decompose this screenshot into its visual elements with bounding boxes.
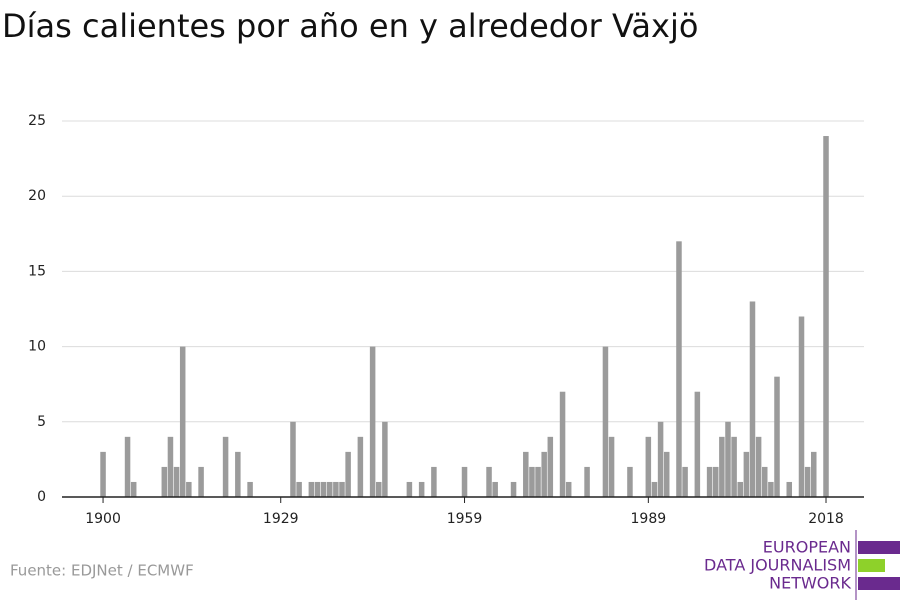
bar (247, 481, 253, 497)
bar (124, 436, 131, 497)
bar (186, 481, 192, 497)
bar (547, 436, 554, 497)
bar (712, 466, 719, 497)
logo-bar (858, 559, 885, 572)
bar (682, 466, 688, 497)
x-tick-label: 1959 (447, 511, 483, 527)
bar (308, 481, 315, 497)
y-tick-label: 10 (28, 339, 46, 355)
bar (786, 481, 793, 497)
bar (731, 436, 737, 497)
bar (811, 451, 817, 497)
bar (651, 481, 658, 497)
bar (663, 451, 670, 497)
bar (369, 346, 376, 497)
logo-bar (858, 577, 900, 590)
logo-text: NETWORK (769, 574, 851, 593)
y-tick-label: 5 (37, 414, 46, 430)
bar (179, 346, 186, 497)
bar (657, 421, 664, 497)
bar (645, 436, 652, 497)
bar (100, 451, 106, 497)
bar (486, 466, 492, 497)
bar (345, 451, 351, 497)
bar (461, 466, 468, 497)
bar (706, 466, 713, 497)
x-tick-label: 1929 (263, 511, 299, 527)
chart-title: Días calientes por año en y alrededor Vä… (2, 7, 698, 45)
bar (320, 481, 327, 497)
bar (333, 481, 339, 497)
bar (823, 136, 829, 498)
bar (290, 421, 296, 497)
bar (743, 451, 750, 497)
bar (382, 421, 388, 497)
bar (523, 451, 529, 497)
logo-text: EUROPEAN (763, 538, 851, 557)
bar (529, 466, 535, 497)
bar (602, 346, 609, 497)
bar (406, 481, 413, 497)
bar (173, 466, 180, 497)
logo-bar (858, 541, 900, 554)
bar (608, 436, 615, 497)
bar (755, 436, 762, 497)
bar (774, 376, 780, 497)
bar (804, 466, 811, 497)
bar (161, 466, 168, 497)
bar (768, 481, 774, 497)
bar (694, 391, 701, 497)
bar (357, 436, 364, 497)
bar (222, 436, 229, 497)
logo-text: DATA JOURNALISM (704, 556, 851, 575)
bar (761, 466, 768, 497)
bar (676, 241, 682, 497)
bar (418, 481, 425, 497)
bar (565, 481, 572, 497)
bar (559, 391, 566, 497)
bar (492, 481, 498, 497)
bar (541, 451, 547, 497)
bar (296, 481, 302, 497)
x-tick-label: 2018 (808, 511, 844, 527)
bar (510, 481, 517, 497)
y-tick-label: 25 (28, 113, 46, 129)
bar (167, 436, 174, 497)
bar (627, 466, 633, 497)
bar (737, 481, 743, 497)
bar (326, 481, 333, 497)
source: Fuente: EDJNet / ECMWF (10, 562, 194, 580)
bar (749, 301, 756, 497)
bar (725, 421, 731, 497)
y-tick-label: 0 (37, 489, 46, 505)
bar (535, 466, 541, 497)
bar (375, 481, 382, 497)
bar (339, 481, 345, 497)
bar (431, 466, 437, 497)
y-tick-label: 15 (28, 263, 46, 279)
bar (584, 466, 590, 497)
x-tick-label: 1900 (85, 511, 121, 527)
bar (798, 316, 805, 497)
bar (130, 481, 137, 497)
bar (198, 466, 204, 497)
bar (719, 436, 725, 497)
bar (314, 481, 321, 497)
y-tick-label: 20 (28, 188, 46, 204)
x-tick-label: 1989 (631, 511, 667, 527)
bar (235, 451, 241, 497)
